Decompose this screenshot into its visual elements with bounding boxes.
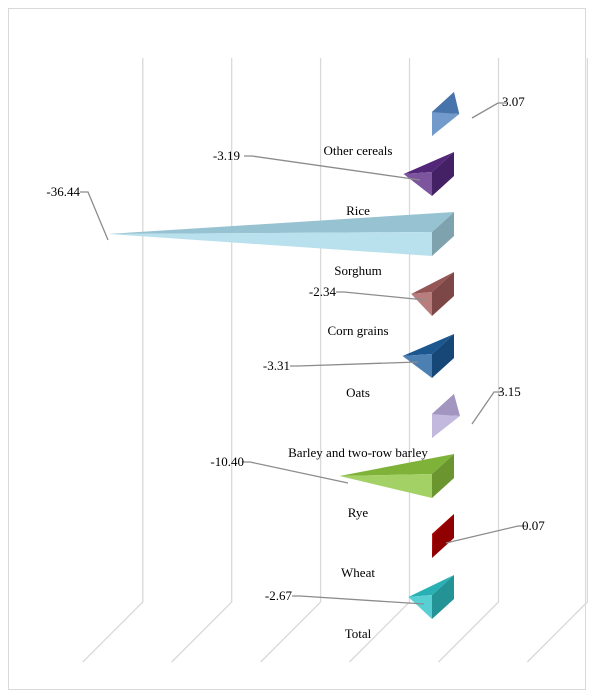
bar-1-top bbox=[403, 152, 454, 174]
bar-5 bbox=[432, 394, 460, 438]
bar-2-end bbox=[432, 212, 454, 256]
bar-0-front bbox=[432, 112, 460, 136]
bar-2-front bbox=[108, 232, 432, 256]
bars bbox=[108, 92, 460, 619]
category-label-6: Rye bbox=[348, 505, 369, 520]
value-label-0: 3.07 bbox=[502, 94, 525, 109]
gridline-0 bbox=[82, 58, 144, 663]
category-label-2: Sorghum bbox=[334, 263, 381, 278]
labels: 3.07 Other cereals -3.19 Rice -36.44 Sorghum -… bbox=[46, 94, 545, 641]
bar-2 bbox=[108, 212, 454, 256]
value-label-8: -2.67 bbox=[265, 588, 293, 603]
bar-3-front bbox=[411, 292, 432, 316]
bar-6 bbox=[339, 454, 454, 498]
value-label-1: -3.19 bbox=[213, 148, 240, 163]
category-label-1: Rice bbox=[346, 203, 370, 218]
leader-5 bbox=[471, 391, 502, 425]
category-label-0: Other cereals bbox=[324, 143, 393, 158]
bar-7-top bbox=[432, 514, 454, 536]
leader-3 bbox=[336, 291, 426, 301]
category-label-3: Corn grains bbox=[327, 323, 388, 338]
bar-8-top bbox=[408, 575, 454, 597]
bar-4-end bbox=[432, 334, 454, 378]
bar-0-top bbox=[432, 92, 460, 114]
bar-7 bbox=[432, 514, 454, 558]
bar-6-top bbox=[339, 454, 454, 476]
bar-8 bbox=[408, 575, 454, 619]
bar-3-end bbox=[432, 272, 454, 316]
leader-0 bbox=[471, 102, 506, 119]
bar-1-end bbox=[432, 152, 454, 196]
leader-8 bbox=[292, 595, 425, 605]
value-label-6: -10.40 bbox=[210, 454, 244, 469]
bar-1-front bbox=[403, 172, 432, 196]
bar-7-front bbox=[432, 534, 433, 558]
bar-8-front bbox=[408, 595, 432, 619]
bar-2-top bbox=[108, 212, 454, 234]
bar-5-front bbox=[432, 414, 460, 438]
category-label-7: Wheat bbox=[341, 565, 375, 580]
category-label-8: Total bbox=[345, 626, 372, 641]
bar-1 bbox=[403, 152, 454, 196]
bar-3 bbox=[411, 272, 454, 316]
gridline-4 bbox=[438, 58, 500, 663]
category-label-4: Oats bbox=[346, 385, 370, 400]
bar-4-top bbox=[402, 334, 454, 356]
leader-6 bbox=[242, 461, 349, 484]
bar-7-end bbox=[432, 514, 454, 558]
bar-4-front bbox=[402, 354, 432, 378]
value-label-5: 3.15 bbox=[498, 384, 521, 399]
bar-8-end bbox=[432, 575, 454, 619]
bar-6-front bbox=[339, 474, 432, 498]
value-label-3: -2.34 bbox=[309, 284, 337, 299]
leader-7 bbox=[445, 525, 526, 544]
bar-3-top bbox=[411, 272, 454, 294]
value-label-4: -3.31 bbox=[263, 358, 290, 373]
category-label-5: Barley and two-row barley bbox=[288, 445, 428, 460]
gridline-5 bbox=[526, 58, 589, 663]
value-label-2: -36.44 bbox=[46, 184, 80, 199]
bar-5-top bbox=[432, 394, 460, 416]
label-leader-lines bbox=[80, 102, 526, 605]
chart-frame bbox=[8, 8, 586, 690]
leader-2 bbox=[80, 191, 109, 241]
bar-0 bbox=[432, 92, 460, 136]
bar-6-end bbox=[432, 454, 454, 498]
leader-1 bbox=[244, 155, 421, 181]
leader-4 bbox=[290, 361, 419, 367]
value-label-7: 0.07 bbox=[522, 518, 545, 533]
bar-4 bbox=[402, 334, 454, 378]
